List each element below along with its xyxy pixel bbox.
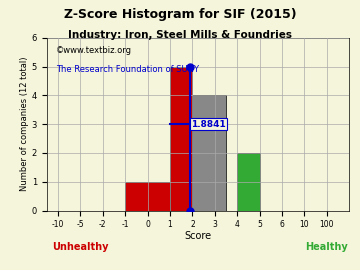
Y-axis label: Number of companies (12 total): Number of companies (12 total): [20, 57, 29, 191]
Text: 1.8841: 1.8841: [191, 120, 226, 129]
X-axis label: Score: Score: [184, 231, 212, 241]
Text: Industry: Iron, Steel Mills & Foundries: Industry: Iron, Steel Mills & Foundries: [68, 30, 292, 40]
Text: ©www.textbiz.org: ©www.textbiz.org: [56, 46, 132, 55]
Bar: [192, 95, 226, 211]
Text: Unhealthy: Unhealthy: [52, 242, 109, 252]
Text: The Research Foundation of SUNY: The Research Foundation of SUNY: [56, 65, 199, 75]
Text: Healthy: Healthy: [305, 242, 348, 252]
Bar: [125, 182, 170, 211]
Bar: [170, 67, 192, 211]
Text: Z-Score Histogram for SIF (2015): Z-Score Histogram for SIF (2015): [64, 8, 296, 21]
Bar: [237, 153, 260, 211]
